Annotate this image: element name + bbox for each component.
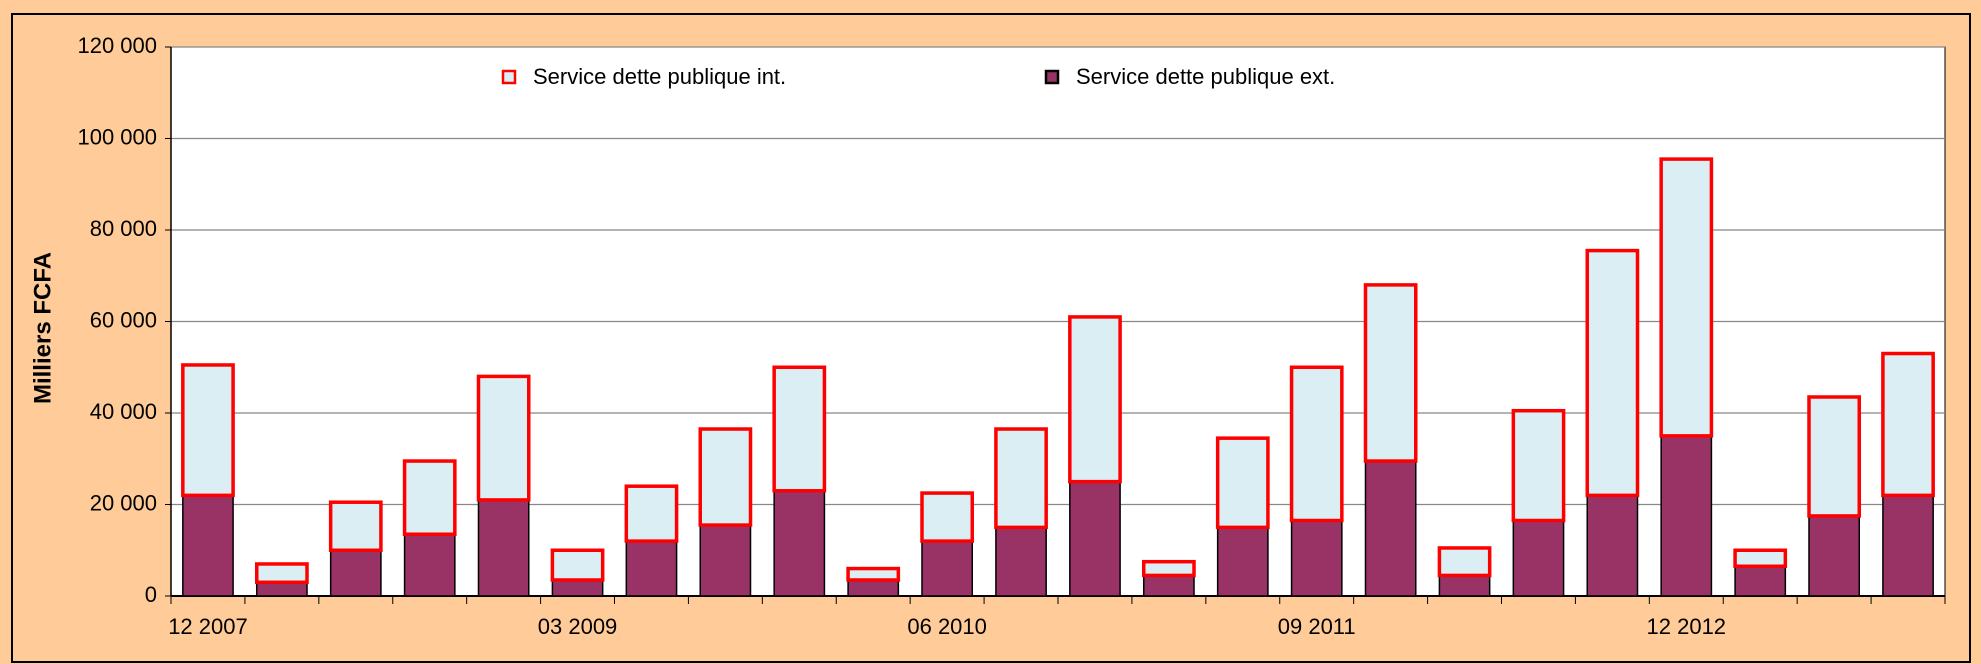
legend-swatch	[501, 69, 517, 85]
bar-segment	[773, 490, 826, 597]
bar-segment	[1808, 515, 1861, 597]
bar-segment	[1215, 436, 1270, 530]
x-tick-label: 12 2012	[1647, 614, 1727, 639]
bar-segment	[994, 427, 1048, 530]
bar-segment	[255, 581, 308, 597]
y-tick-label: 100 000	[77, 124, 157, 149]
y-tick-label: 120 000	[77, 33, 157, 58]
bar-segment	[329, 549, 382, 597]
bar-segment	[1437, 546, 1492, 578]
x-tick-label: 03 2009	[538, 614, 618, 639]
x-tick-label: 06 2010	[907, 614, 987, 639]
bar-segment	[772, 365, 827, 493]
bar-segment	[550, 548, 605, 582]
bar-segment	[1068, 315, 1122, 484]
bar-segment	[1511, 408, 1566, 523]
bar-segment	[1069, 480, 1121, 597]
bar-segment	[181, 363, 235, 498]
y-tick-label: 80 000	[90, 216, 157, 241]
bar-segment	[551, 579, 604, 597]
bar-segment	[1363, 283, 1418, 463]
bar-segment	[1142, 574, 1195, 597]
bar-segment	[1882, 494, 1934, 597]
bar-segment	[402, 459, 457, 536]
bar-segment	[1881, 351, 1935, 498]
legend-label: Service dette publique int.	[533, 64, 786, 89]
bar-segment	[254, 562, 309, 585]
bar-segment	[1807, 395, 1862, 518]
bar-segment	[1512, 519, 1565, 597]
bar-segment	[1290, 519, 1343, 597]
x-tick-label: 09 2011	[1278, 614, 1356, 639]
bar-segment	[1659, 157, 1714, 438]
bar-segment	[699, 524, 752, 597]
y-tick-label: 20 000	[90, 490, 157, 515]
bar-segment	[625, 540, 678, 597]
legend-swatch	[1044, 69, 1060, 85]
bar-segment	[995, 526, 1047, 597]
bar-segment	[328, 500, 383, 552]
y-tick-label: 0	[145, 582, 157, 607]
bar-segment	[847, 579, 900, 597]
bar-segment	[403, 533, 456, 597]
bar-segment	[476, 374, 531, 502]
y-tick-label: 60 000	[90, 307, 157, 332]
bar-segment	[477, 499, 530, 597]
legend: Service dette publique int. Service dette…	[501, 64, 1335, 89]
bar-segment	[698, 427, 753, 527]
y-tick-label: 40 000	[90, 399, 157, 424]
bar-segment	[624, 484, 679, 543]
bar-segment	[846, 566, 901, 582]
bar-segment	[1586, 494, 1639, 597]
bar-segment	[1660, 435, 1713, 597]
bar-segment	[182, 494, 234, 597]
bar-segment	[1438, 574, 1491, 597]
y-axis-label: Milliers FCFA	[29, 252, 56, 404]
bar-segment	[1289, 365, 1344, 523]
bar-segment	[1585, 248, 1640, 498]
legend-label: Service dette publique ext.	[1076, 64, 1335, 89]
bar-segment	[1734, 565, 1787, 597]
bar-segment	[1364, 460, 1417, 597]
bar-segment	[920, 491, 975, 543]
bar-segment	[1216, 526, 1269, 597]
bar-segment	[1141, 559, 1196, 578]
bar-segment	[921, 540, 974, 597]
bar-segment	[1733, 548, 1788, 569]
x-tick-label: 12 2007	[168, 614, 248, 639]
